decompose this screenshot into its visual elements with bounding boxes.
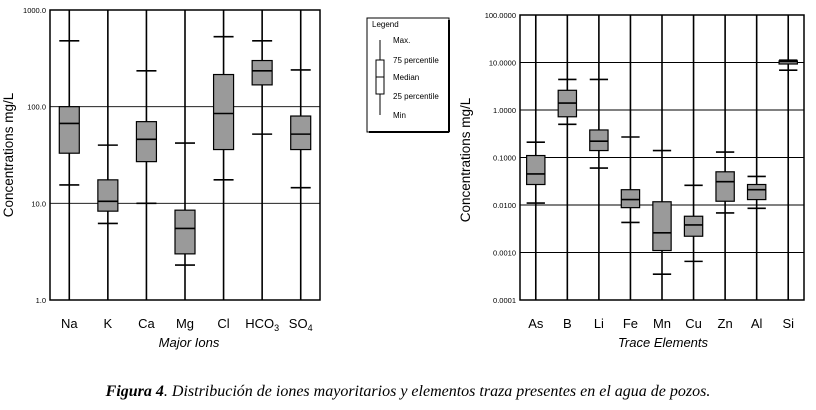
iqr-box — [589, 129, 609, 152]
y-tick-label: 1000.0 — [23, 6, 46, 15]
box-fe — [620, 15, 641, 300]
figure-caption-text: . Distribución de iones mayoritarios y e… — [163, 383, 711, 400]
trace-elements-boxes — [526, 15, 798, 300]
x-category-label: Zn — [718, 316, 733, 331]
y-tick-label: 10.0 — [31, 199, 46, 208]
legend-item-q1: 25 percentile — [393, 92, 439, 101]
box-al — [746, 15, 767, 300]
box-so4 — [290, 10, 312, 300]
y-tick-label: 100.0000 — [485, 11, 516, 20]
box-cu — [683, 15, 704, 300]
major-ions-x-axis-title: Major Ions — [159, 335, 220, 350]
iqr-box — [174, 209, 196, 255]
iqr-box — [526, 154, 546, 186]
box-b — [557, 15, 578, 300]
trace-elements-x-categories: As B Li Fe Mn Cu Zn Al Si — [528, 316, 794, 331]
iqr-box — [683, 215, 704, 237]
major-ions-y-axis-title: Concentrations mg/L — [1, 92, 16, 217]
legend-item-max: Max. — [393, 36, 410, 45]
y-tick-label: 1.0000 — [493, 106, 516, 115]
box-mg — [174, 10, 196, 300]
iqr-box — [135, 121, 158, 163]
x-category-label: Cl — [217, 316, 229, 331]
x-category-label: Fe — [623, 316, 638, 331]
x-category-label: K — [104, 316, 113, 331]
box-ca — [135, 10, 158, 300]
legend-box: Legend Max. 75 percentile Median 25 perc… — [366, 17, 450, 133]
major-ions-chart: 1.0 10.0 100.0 1000.0 Na K Ca Mg Cl HCO3 SO4 Conc… — [1, 6, 321, 350]
box-cl — [212, 10, 235, 300]
box-mn — [652, 15, 672, 300]
legend-item-min: Min — [393, 111, 406, 120]
x-category-label: Na — [61, 316, 78, 331]
box-zn — [715, 15, 735, 300]
box-li — [589, 15, 609, 300]
x-category-label: Ca — [138, 316, 155, 331]
y-tick-label: 0.0001 — [493, 296, 516, 305]
iqr-box — [58, 106, 80, 154]
major-ions-boxes — [58, 10, 312, 300]
figure-caption: Figura 4. Distribución de iones mayorita… — [0, 383, 816, 401]
x-category-label: SO4 — [289, 316, 313, 333]
trace-elements-y-axis-title: Concentrations mg/L — [458, 97, 473, 222]
x-category-label: Li — [594, 316, 604, 331]
trace-elements-plot-frame — [519, 14, 805, 301]
box-si — [778, 15, 798, 300]
legend-item-q3: 75 percentile — [393, 56, 439, 65]
legend-title: Legend — [372, 20, 399, 29]
trace-elements-x-axis-title: Trace Elements — [618, 335, 709, 350]
box-k — [97, 10, 119, 300]
legend-item-median: Median — [393, 73, 419, 82]
major-ions-plot-frame — [49, 9, 321, 301]
major-ions-y-ticks: 1.0 10.0 100.0 1000.0 — [23, 6, 46, 305]
iqr-box — [212, 73, 235, 151]
iqr-box — [251, 59, 273, 86]
y-tick-label: 100.0 — [27, 103, 46, 112]
box-na — [58, 10, 80, 300]
x-category-label: Al — [751, 316, 763, 331]
iqr-box — [715, 171, 735, 202]
figure-caption-label: Figura 4 — [105, 383, 164, 400]
iqr-box — [290, 115, 312, 151]
y-tick-label: 1.0 — [36, 296, 46, 305]
iqr-box — [97, 179, 119, 212]
x-category-label: Cu — [685, 316, 702, 331]
iqr-box — [652, 201, 672, 252]
iqr-box — [620, 189, 641, 209]
trace-elements-chart: 0.0001 0.0010 0.0100 0.1000 1.0000 10.0000 100… — [458, 11, 805, 350]
y-tick-label: 0.0010 — [493, 249, 516, 258]
x-category-label: Mg — [176, 316, 194, 331]
major-ions-x-categories: Na K Ca Mg Cl HCO3 SO4 — [61, 316, 313, 333]
x-category-label: Si — [782, 316, 794, 331]
x-category-label: B — [563, 316, 572, 331]
x-category-label: Mn — [653, 316, 671, 331]
x-category-label: HCO3 — [245, 316, 279, 333]
iqr-box — [746, 183, 767, 201]
y-tick-label: 0.1000 — [493, 154, 516, 163]
box-hco3 — [251, 10, 273, 300]
trace-elements-y-ticks: 0.0001 0.0010 0.0100 0.1000 1.0000 10.0000 100… — [485, 11, 516, 305]
x-category-label: As — [528, 316, 544, 331]
y-tick-label: 0.0100 — [493, 201, 516, 210]
y-tick-label: 10.0000 — [489, 59, 516, 68]
box-as — [526, 15, 546, 300]
